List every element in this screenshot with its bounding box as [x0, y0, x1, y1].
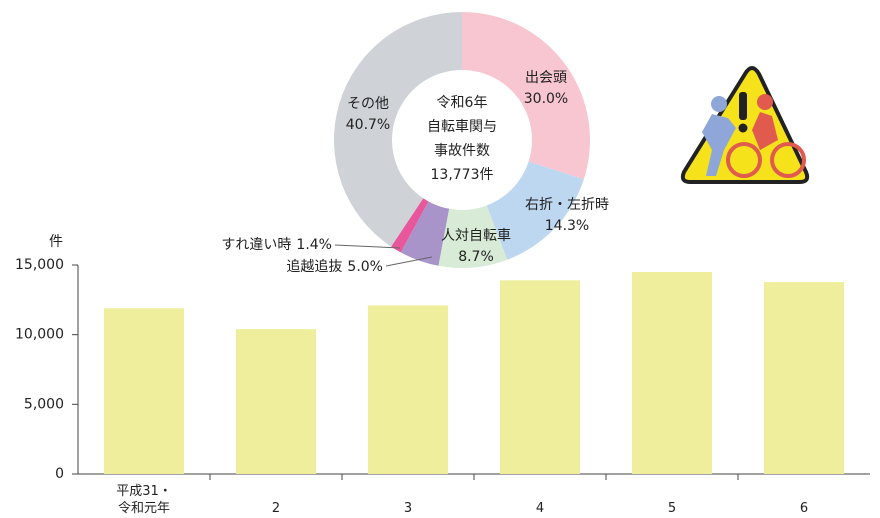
center-text: 事故件数	[434, 143, 490, 159]
slice-value-label: 40.7%	[346, 117, 390, 133]
center-text: 13,773件	[431, 167, 494, 183]
x-tick-label: 5	[668, 500, 676, 517]
slice-name: その他	[347, 96, 389, 112]
y-tick-label: 0	[55, 466, 64, 482]
slice-name: すれ違い時	[221, 237, 291, 253]
bar	[500, 280, 580, 474]
slice-value-label: 8.7%	[458, 249, 494, 265]
y-tick-label: 10,000	[15, 327, 64, 343]
slice-label: 追越追抜 5.0%	[286, 259, 383, 275]
chart: 件 0 5,000 10,000 15,000 令和6年自転車関与事故件数 13,773件 出…	[0, 0, 880, 518]
y-axis-label: 件	[49, 234, 63, 250]
bar	[764, 282, 844, 474]
bar	[368, 305, 448, 474]
slice-label: すれ違い時 1.4%	[221, 237, 332, 253]
slice-name: 右折・左折時	[525, 197, 609, 213]
slice-value-label: 5.0%	[347, 259, 383, 275]
bar	[104, 308, 184, 474]
x-tick-label: 平成31・ 令和元年	[116, 483, 172, 517]
slice-value-label: 14.3%	[545, 218, 589, 234]
x-tick-label: 4	[536, 500, 544, 517]
x-tick-label: 2	[272, 500, 280, 517]
warning-icon	[683, 68, 807, 182]
center-text: 令和6年	[437, 95, 488, 111]
slice-value-label: 30.0%	[524, 91, 568, 107]
x-tick-label: 3	[404, 500, 412, 517]
slice-name: 出会頭	[525, 70, 567, 86]
y-tick-label: 15,000	[15, 257, 64, 273]
bar	[236, 329, 316, 474]
center-text: 自転車関与	[427, 118, 497, 135]
slice-name: 追越追抜	[286, 259, 342, 275]
page: 件 0 5,000 10,000 15,000 令和6年自転車関与事故件数 13,773件 出…	[0, 0, 880, 518]
bar	[632, 272, 712, 474]
slice-value-label: 1.4%	[296, 237, 332, 253]
x-tick-label: 6	[800, 500, 808, 517]
y-tick-label: 5,000	[24, 396, 64, 412]
slice-name: 人対自転車	[441, 227, 511, 244]
